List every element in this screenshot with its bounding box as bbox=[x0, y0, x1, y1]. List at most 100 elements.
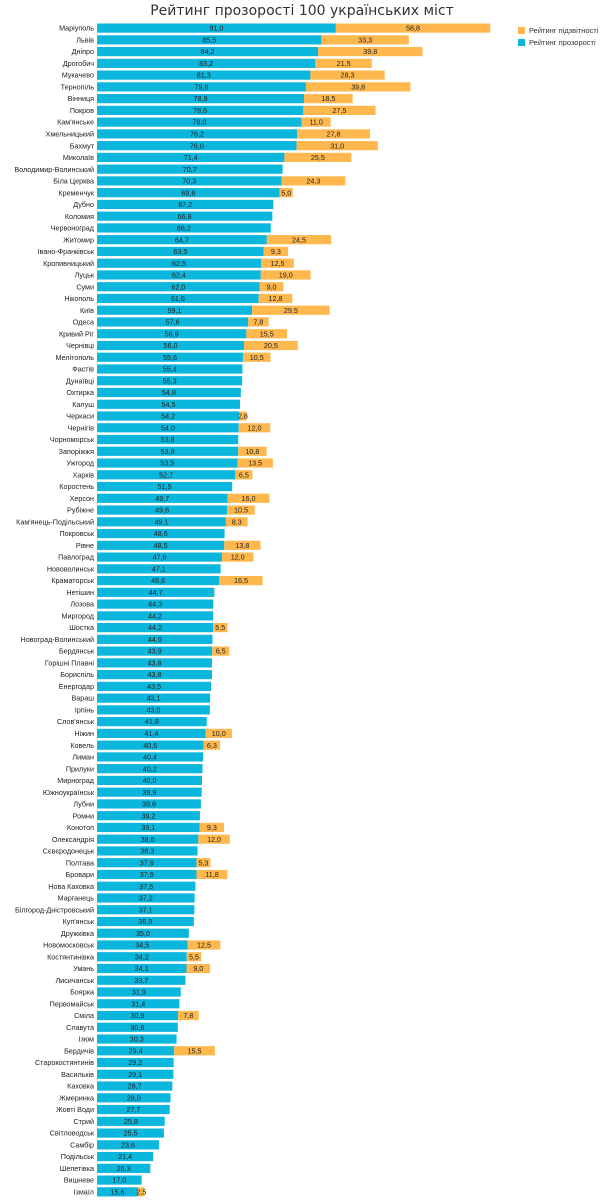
data-label-accountability: 5,5 bbox=[215, 623, 225, 632]
data-label-transparency: 56,0 bbox=[164, 341, 178, 350]
data-label-accountability: 10,8 bbox=[245, 447, 259, 456]
data-label-transparency: 39,2 bbox=[141, 811, 155, 820]
chart-legend: Рейтинг підзвітності Рейтинг прозорості bbox=[518, 24, 598, 48]
data-label-accountability: 28,3 bbox=[341, 71, 355, 80]
bar-accountability bbox=[315, 58, 372, 68]
data-label-accountability: 15,5 bbox=[188, 1046, 202, 1055]
data-label-transparency: 62,5 bbox=[172, 259, 186, 268]
bar-transparency bbox=[97, 129, 298, 139]
data-label-transparency: 67,2 bbox=[178, 200, 192, 209]
bar-transparency bbox=[97, 705, 210, 715]
bar-transparency bbox=[97, 387, 241, 398]
bar-transparency bbox=[97, 446, 239, 456]
data-label-transparency: 23,6 bbox=[121, 1140, 135, 1149]
bar-transparency bbox=[97, 423, 239, 433]
category-label: Ковель bbox=[70, 741, 94, 750]
data-label-accountability: 18,5 bbox=[321, 94, 335, 103]
bar-transparency bbox=[97, 458, 238, 468]
category-label: Чорноморськ bbox=[50, 435, 95, 444]
data-label-accountability: 21,5 bbox=[337, 59, 351, 68]
bar-transparency bbox=[97, 352, 243, 362]
bar-accountability bbox=[213, 623, 228, 633]
category-label: Мелітополь bbox=[56, 353, 95, 362]
bar-transparency bbox=[97, 775, 202, 786]
data-label-transparency: 38,6 bbox=[141, 835, 155, 844]
data-label-accountability: 13,5 bbox=[248, 459, 262, 468]
data-label-transparency: 29,1 bbox=[128, 1070, 142, 1079]
bar-transparency bbox=[97, 564, 221, 574]
category-label: Ужгород bbox=[66, 459, 94, 468]
category-label: Самбір bbox=[70, 1140, 94, 1149]
bar-transparency bbox=[97, 916, 194, 927]
data-label-transparency: 91,0 bbox=[209, 24, 223, 33]
category-label: Васильків bbox=[61, 1070, 94, 1079]
bar-transparency bbox=[97, 305, 253, 315]
bar-accountability bbox=[321, 35, 409, 45]
bar-accountability bbox=[260, 270, 311, 280]
bar-transparency bbox=[97, 1081, 173, 1091]
category-label: Сєвєродонецьк bbox=[43, 847, 95, 856]
data-label-transparency: 43,8 bbox=[147, 670, 161, 679]
data-label-accountability: 9,0 bbox=[193, 964, 203, 973]
bar-transparency bbox=[97, 822, 200, 833]
category-label: Рубіжне bbox=[67, 506, 94, 515]
legend-label-transparency: Рейтинг прозорості bbox=[529, 37, 596, 47]
data-label-accountability: 12,0 bbox=[207, 835, 221, 844]
bar-transparency bbox=[97, 517, 226, 527]
bar-transparency bbox=[97, 728, 206, 738]
bar-transparency bbox=[97, 1104, 170, 1115]
data-label-accountability: 31,0 bbox=[330, 141, 344, 150]
data-label-transparency: 61,6 bbox=[171, 294, 185, 303]
bar-transparency bbox=[97, 70, 311, 80]
data-label-transparency: 43,0 bbox=[146, 705, 160, 714]
data-label-transparency: 54,0 bbox=[161, 423, 175, 432]
data-label-accountability: 9,3 bbox=[207, 823, 217, 832]
bar-transparency bbox=[97, 587, 215, 597]
data-label-transparency: 31,9 bbox=[132, 988, 146, 997]
bar-transparency bbox=[97, 282, 260, 292]
bar-transparency bbox=[97, 1175, 142, 1185]
data-label-transparency: 28,0 bbox=[127, 1093, 141, 1102]
category-label: Куп'янськ bbox=[63, 917, 95, 926]
bar-accountability bbox=[238, 446, 267, 456]
category-label: Ізюм bbox=[78, 1035, 94, 1044]
data-label-accountability: 24,3 bbox=[306, 177, 320, 186]
data-label-transparency: 66,8 bbox=[178, 212, 192, 221]
data-label-transparency: 49,7 bbox=[155, 494, 169, 503]
category-label: Нова Каховка bbox=[48, 882, 94, 891]
data-label-transparency: 30,9 bbox=[131, 1011, 145, 1020]
bar-transparency bbox=[97, 1069, 174, 1079]
data-label-accountability: 13,8 bbox=[235, 541, 249, 550]
data-label-transparency: 39,9 bbox=[142, 788, 156, 797]
bar-transparency bbox=[97, 293, 259, 304]
category-label: Дунаївці bbox=[66, 376, 95, 385]
bar-accountability bbox=[318, 47, 423, 57]
bar-transparency bbox=[97, 82, 306, 92]
data-label-transparency: 54,2 bbox=[161, 412, 175, 421]
data-label-accountability: 12,8 bbox=[269, 294, 283, 303]
bar-transparency bbox=[97, 434, 239, 445]
data-label-transparency: 69,6 bbox=[181, 188, 195, 197]
data-label-transparency: 34,5 bbox=[135, 941, 149, 950]
bar-accountability bbox=[252, 305, 330, 315]
data-label-transparency: 66,2 bbox=[177, 224, 191, 233]
category-label: Одеса bbox=[73, 318, 94, 327]
chart-title: Рейтинг прозорості 100 українських міст bbox=[150, 3, 454, 19]
category-label: Конотоп bbox=[67, 823, 94, 832]
bar-accountability bbox=[248, 317, 269, 327]
data-label-transparency: 63,5 bbox=[173, 247, 187, 256]
bar-accountability bbox=[284, 152, 352, 163]
bar-transparency bbox=[97, 963, 187, 974]
data-label-accountability: 11,0 bbox=[309, 118, 322, 127]
bar-transparency bbox=[97, 117, 302, 127]
category-label: Біла Церква bbox=[53, 177, 94, 186]
category-label: Коломия bbox=[65, 212, 94, 221]
data-label-transparency: 34,2 bbox=[135, 952, 149, 961]
bar-transparency bbox=[97, 399, 241, 409]
category-label: Суми bbox=[76, 282, 94, 291]
category-label: Бориспіль bbox=[60, 670, 94, 679]
bar-transparency bbox=[97, 47, 319, 57]
bar-transparency bbox=[97, 575, 220, 586]
data-label-accountability: 10,0 bbox=[212, 729, 226, 738]
category-label: Подільськ bbox=[61, 1152, 95, 1161]
